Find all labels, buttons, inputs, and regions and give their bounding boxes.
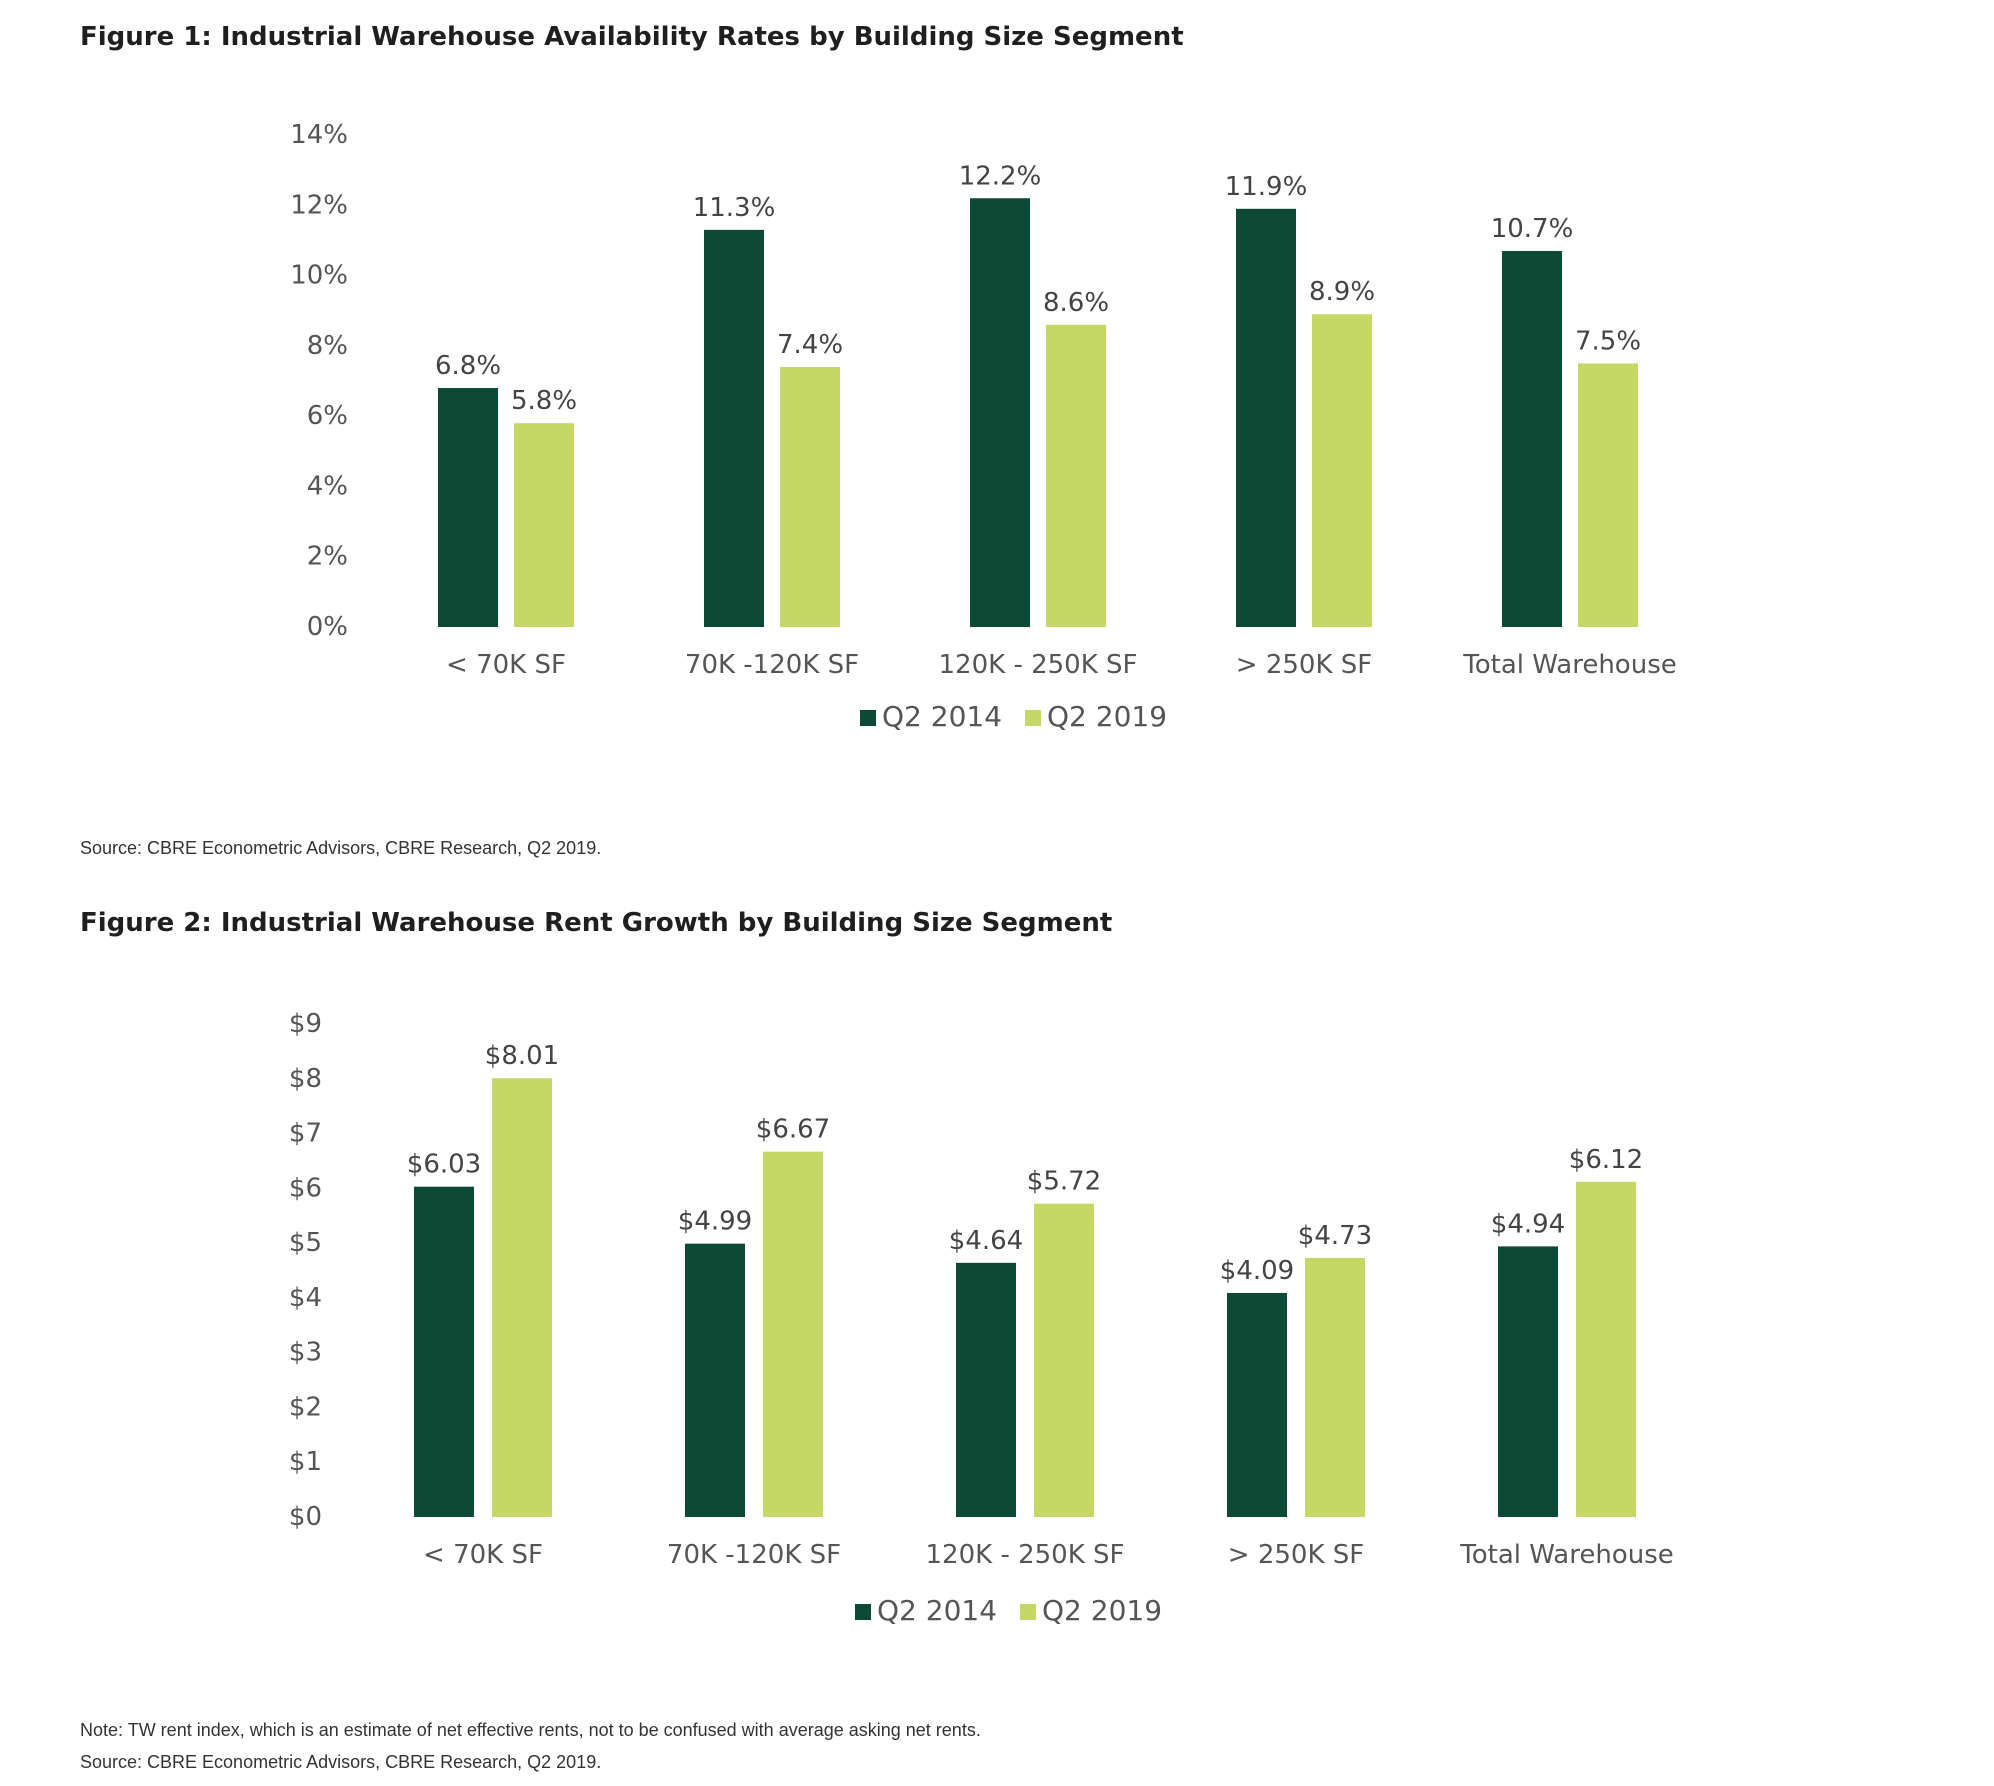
y-tick-label: $2: [289, 1392, 322, 1422]
data-label: $8.01: [485, 1041, 559, 1071]
y-tick-label: 6%: [307, 401, 348, 431]
figure-1-source-note: Source: CBRE Econometric Advisors, CBRE …: [80, 838, 602, 858]
bar-q2-2019: [1576, 1181, 1636, 1517]
data-label: 7.5%: [1575, 326, 1641, 356]
bar-q2-2014: [685, 1243, 745, 1517]
figure-2-source-note: Source: CBRE Econometric Advisors, CBRE …: [80, 1752, 602, 1772]
data-label: 5.8%: [511, 386, 577, 416]
y-tick-label: 4%: [307, 471, 348, 501]
data-label: 10.7%: [1491, 214, 1574, 244]
y-tick-label: $0: [289, 1502, 322, 1532]
figure-2-footnote: Note: TW rent index, which is an estimat…: [80, 1720, 981, 1740]
legend-label: Q2 2014: [877, 1594, 997, 1627]
x-category-label: 70K -120K SF: [685, 650, 859, 680]
legend-swatch-q2-2014: [860, 710, 876, 726]
y-tick-label: 2%: [307, 542, 348, 572]
y-tick-label: $5: [289, 1228, 322, 1258]
bar-q2-2014: [1236, 208, 1296, 628]
rent-growth-bar-chart: $0 $1 $2 $3 $4 $5 $6 $7 $8 $9 $6.03 $8.01 < 70K SF $4…: [289, 1009, 1674, 1627]
y-tick-label: 14%: [290, 120, 348, 150]
data-label: 11.9%: [1225, 172, 1308, 202]
bar-q2-2014: [956, 1262, 1016, 1517]
figure-2-title: Figure 2: Industrial Warehouse Rent Grow…: [80, 908, 1113, 938]
bar-q2-2019: [492, 1078, 552, 1517]
x-category-label: < 70K SF: [423, 1540, 543, 1570]
data-label: $6.03: [407, 1150, 481, 1180]
y-tick-label: $9: [289, 1009, 322, 1039]
bar-q2-2019: [780, 366, 840, 627]
legend-swatch-q2-2019: [1025, 710, 1041, 726]
bar-q2-2014: [1498, 1246, 1558, 1517]
bar-q2-2019: [1578, 363, 1638, 627]
x-category-label: > 250K SF: [1228, 1540, 1364, 1570]
y-tick-label: 12%: [290, 190, 348, 220]
legend-swatch-q2-2019: [1020, 1604, 1036, 1620]
data-label: $4.94: [1491, 1209, 1565, 1239]
data-label: $4.64: [949, 1226, 1023, 1256]
data-label: 8.9%: [1309, 277, 1375, 307]
figure-1-title: Figure 1: Industrial Warehouse Availabil…: [80, 22, 1184, 52]
x-category-label: Total Warehouse: [1459, 1540, 1673, 1570]
bar-q2-2014: [970, 198, 1030, 627]
data-label: $5.72: [1027, 1167, 1101, 1197]
bar-q2-2019: [1305, 1257, 1365, 1517]
bar-q2-2019: [1046, 324, 1106, 627]
y-tick-label: $6: [289, 1173, 322, 1203]
data-label: $6.67: [756, 1115, 830, 1145]
y-tick-label: $8: [289, 1064, 322, 1094]
x-category-label: 70K -120K SF: [667, 1540, 841, 1570]
bar-q2-2019: [514, 423, 574, 627]
data-label: $4.73: [1298, 1221, 1372, 1251]
x-category-label: 120K - 250K SF: [939, 650, 1138, 680]
y-tick-label: 0%: [307, 612, 348, 642]
bar-q2-2014: [1502, 250, 1562, 627]
bar-q2-2014: [704, 229, 764, 627]
bar-q2-2014: [1227, 1292, 1287, 1517]
data-label: 8.6%: [1043, 288, 1109, 318]
y-tick-label: 8%: [307, 331, 348, 361]
y-tick-label: $4: [289, 1283, 322, 1313]
data-label: 7.4%: [777, 330, 843, 360]
data-label: 6.8%: [435, 351, 501, 381]
x-category-label: 120K - 250K SF: [926, 1540, 1125, 1570]
data-label: $6.12: [1569, 1145, 1643, 1175]
availability-bar-chart: 0% 2% 4% 6% 8% 10% 12% 14% 6.8% 5.8% < 70K SF 11.3%…: [290, 120, 1677, 733]
legend-label: Q2 2019: [1042, 1594, 1162, 1627]
data-label: 12.2%: [959, 161, 1042, 191]
bar-q2-2019: [1034, 1203, 1094, 1517]
bar-q2-2014: [414, 1186, 474, 1517]
data-label: 11.3%: [693, 193, 776, 223]
y-tick-label: $1: [289, 1447, 322, 1477]
legend-label: Q2 2019: [1047, 700, 1167, 733]
data-label: $4.09: [1220, 1256, 1294, 1286]
bar-q2-2019: [763, 1151, 823, 1517]
data-label: $4.99: [678, 1207, 752, 1237]
y-tick-label: 10%: [290, 261, 348, 291]
x-category-label: < 70K SF: [446, 650, 566, 680]
legend-label: Q2 2014: [882, 700, 1002, 733]
y-tick-label: $3: [289, 1338, 322, 1368]
legend-swatch-q2-2014: [855, 1604, 871, 1620]
bar-q2-2014: [438, 388, 498, 627]
x-category-label: > 250K SF: [1236, 650, 1372, 680]
y-tick-label: $7: [289, 1119, 322, 1149]
bar-q2-2019: [1312, 314, 1372, 627]
x-category-label: Total Warehouse: [1462, 650, 1676, 680]
